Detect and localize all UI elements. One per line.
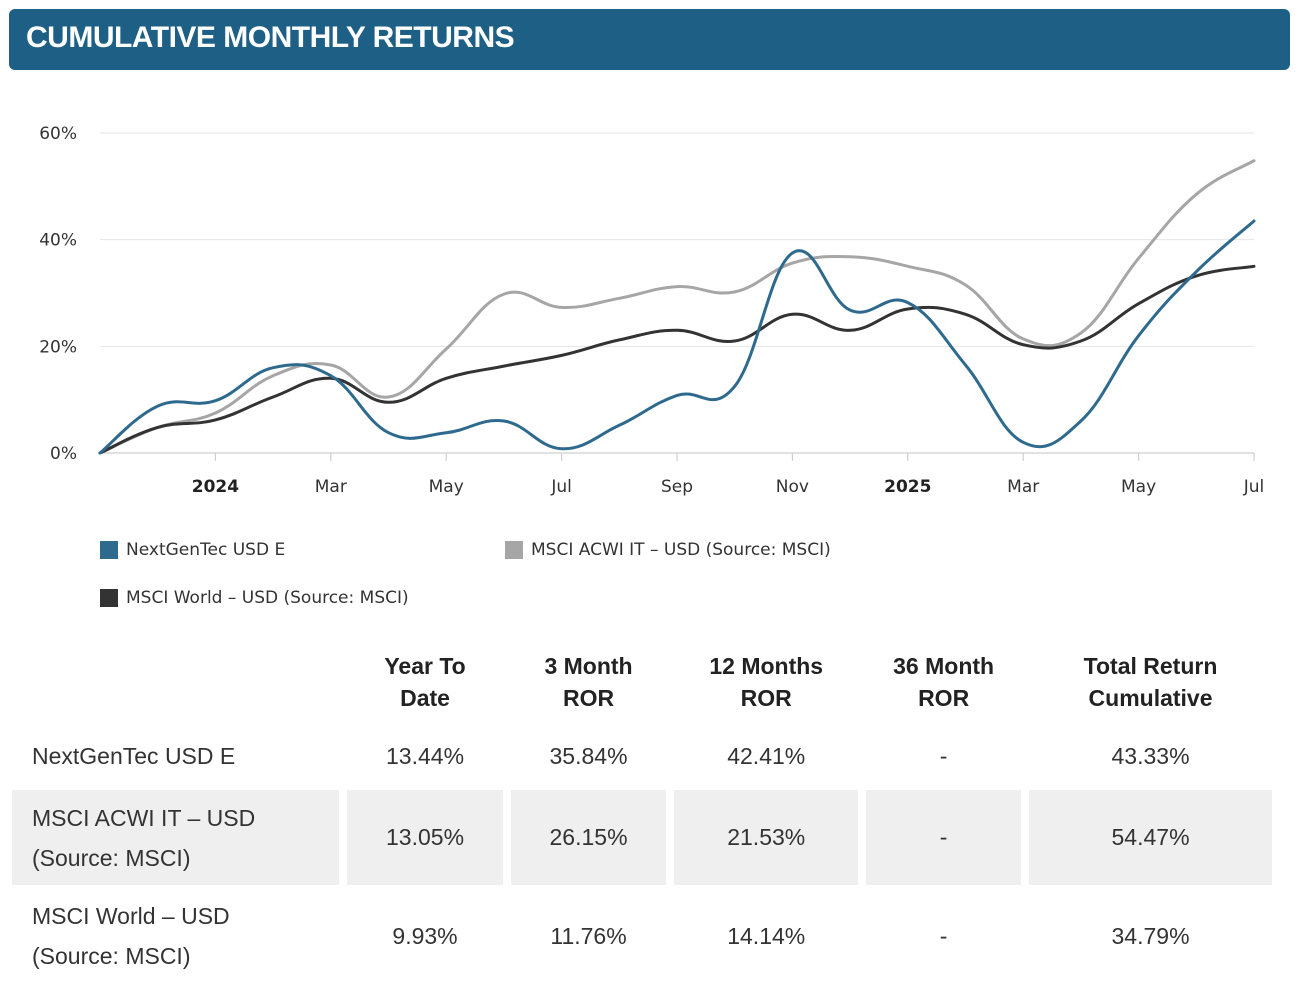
series-line-nextgentec xyxy=(98,219,1256,455)
x-tick-label: May xyxy=(1121,477,1156,497)
series-line-msci-world xyxy=(98,264,1256,455)
x-tick-label: Jul xyxy=(550,477,572,497)
cell-3-month: 11.76% xyxy=(550,922,627,949)
table-header-row: Year To Date 3 Month ROR 12 Months ROR 3… xyxy=(12,642,1272,722)
cell-36-month: - xyxy=(866,790,1022,885)
header-12-months: 12 Months ROR xyxy=(709,653,824,711)
y-tick-label: 20% xyxy=(39,337,77,357)
header-3-month: 3 Month ROR xyxy=(544,653,633,711)
header-ytd: Year To Date xyxy=(384,653,466,711)
x-tick-label: Mar xyxy=(315,477,347,497)
table-row: MSCI ACWI IT – USD (Source: MSCI) 13.05% … xyxy=(12,790,1272,885)
legend-label-nextgentec: NextGenTec USD E xyxy=(126,540,286,560)
cell-12-months: 14.14% xyxy=(727,922,806,949)
x-tick-label: May xyxy=(429,477,464,497)
cell-ytd: 9.93% xyxy=(392,922,458,949)
cell-3-month: 35.84% xyxy=(549,742,628,769)
header-blank xyxy=(12,642,339,722)
cell-36-month: - xyxy=(939,922,948,949)
legend-item-msci-world[interactable]: MSCI World – USD (Source: MSCI) xyxy=(100,588,409,608)
cell-total-return: 43.33% xyxy=(1111,742,1190,769)
legend-label-msci-world: MSCI World – USD (Source: MSCI) xyxy=(126,588,409,608)
cell-total-return: 34.79% xyxy=(1111,922,1190,949)
legend-swatch-msci-acwi-it xyxy=(505,541,523,559)
x-tick-label: 2024 xyxy=(192,477,239,497)
row-name: NextGenTec USD E xyxy=(32,743,236,769)
y-tick-label: 40% xyxy=(39,231,77,251)
cell-ytd: 13.44% xyxy=(386,742,465,769)
cell-12-months: 42.41% xyxy=(727,742,806,769)
row-name: MSCI World – USD (Source: MSCI) xyxy=(32,903,230,969)
x-tick-label: Nov xyxy=(776,477,809,497)
legend-label-msci-acwi-it: MSCI ACWI IT – USD (Source: MSCI) xyxy=(531,540,831,560)
cell-3-month: 26.15% xyxy=(510,790,667,885)
page-title: CUMULATIVE MONTHLY RETURNS xyxy=(26,21,515,54)
cell-total-return: 54.47% xyxy=(1029,790,1272,885)
x-tick-label: Jul xyxy=(1243,477,1265,497)
title-banner: CUMULATIVE MONTHLY RETURNS xyxy=(9,9,1290,70)
returns-table: Year To Date 3 Month ROR 12 Months ROR 3… xyxy=(4,642,1280,987)
header-total-return: Total Return Cumulative xyxy=(1083,653,1218,711)
cumulative-returns-chart: 0% 20% 40% 60% 2024 Mar May Jul Sep Nov 2025 Mar May… xyxy=(39,124,1265,497)
cell-ytd: 13.05% xyxy=(347,790,503,885)
legend-swatch-msci-world xyxy=(100,589,118,607)
y-tick-label: 60% xyxy=(39,124,77,144)
x-tick-label: Sep xyxy=(661,477,693,497)
legend-item-nextgentec[interactable]: NextGenTec USD E xyxy=(100,540,285,560)
legend-item-msci-acwi-it[interactable]: MSCI ACWI IT – USD (Source: MSCI) xyxy=(505,540,831,560)
series-line-msci-acwi-it xyxy=(98,159,1256,455)
table-row: MSCI World – USD (Source: MSCI) 9.93% 11.… xyxy=(12,885,1272,987)
legend-swatch-nextgentec xyxy=(100,541,118,559)
cell-12-months: 21.53% xyxy=(674,790,859,885)
cell-36-month: - xyxy=(939,742,948,769)
table-row: NextGenTec USD E 13.44% 35.84% 42.41% - … xyxy=(12,722,1272,790)
y-tick-label: 0% xyxy=(50,444,77,464)
row-name: MSCI ACWI IT – USD (Source: MSCI) xyxy=(12,790,340,885)
x-tick-label: Mar xyxy=(1007,477,1039,497)
x-tick-label: 2025 xyxy=(884,477,931,497)
header-36-month: 36 Month ROR xyxy=(893,653,995,711)
